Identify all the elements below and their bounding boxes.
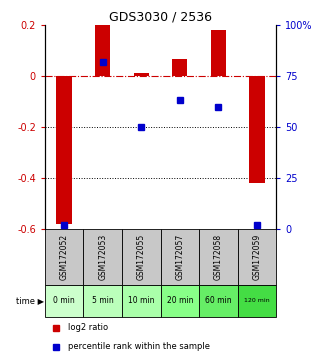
Bar bbox=[249, 76, 265, 183]
Text: GSM172059: GSM172059 bbox=[252, 234, 261, 280]
Bar bbox=[134, 73, 149, 76]
Text: 20 min: 20 min bbox=[167, 297, 193, 306]
Text: 10 min: 10 min bbox=[128, 297, 154, 306]
Bar bbox=[45, 285, 83, 317]
Text: 5 min: 5 min bbox=[92, 297, 114, 306]
Bar bbox=[211, 30, 226, 76]
Bar bbox=[83, 229, 122, 285]
Bar bbox=[199, 285, 238, 317]
Bar bbox=[172, 59, 187, 76]
Bar bbox=[238, 229, 276, 285]
Text: 60 min: 60 min bbox=[205, 297, 231, 306]
Text: 120 min: 120 min bbox=[244, 298, 270, 303]
Bar bbox=[95, 25, 110, 76]
Text: GSM172053: GSM172053 bbox=[98, 234, 107, 280]
Text: 0 min: 0 min bbox=[53, 297, 75, 306]
Bar bbox=[56, 76, 72, 224]
Text: GSM172052: GSM172052 bbox=[60, 234, 69, 280]
Text: GSM172057: GSM172057 bbox=[175, 234, 184, 280]
Bar bbox=[238, 285, 276, 317]
Text: time ▶: time ▶ bbox=[16, 297, 44, 306]
Text: GSM172055: GSM172055 bbox=[137, 234, 146, 280]
Bar bbox=[122, 285, 160, 317]
Bar bbox=[160, 229, 199, 285]
Bar bbox=[160, 285, 199, 317]
Bar bbox=[83, 285, 122, 317]
Bar bbox=[122, 229, 160, 285]
Text: log2 ratio: log2 ratio bbox=[68, 324, 108, 332]
Text: percentile rank within the sample: percentile rank within the sample bbox=[68, 342, 210, 351]
Bar bbox=[199, 229, 238, 285]
Bar bbox=[45, 229, 83, 285]
Text: GSM172058: GSM172058 bbox=[214, 234, 223, 280]
Title: GDS3030 / 2536: GDS3030 / 2536 bbox=[109, 11, 212, 24]
